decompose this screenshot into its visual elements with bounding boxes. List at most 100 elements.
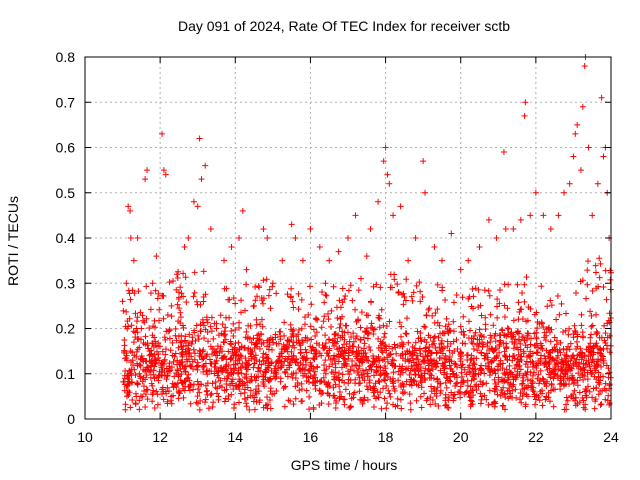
data-point xyxy=(449,370,456,377)
data-point xyxy=(152,342,159,349)
data-point xyxy=(395,289,402,296)
data-point xyxy=(132,310,139,317)
data-point xyxy=(281,403,288,410)
data-point xyxy=(342,386,349,393)
data-point xyxy=(294,379,301,386)
data-point xyxy=(245,362,252,369)
data-point xyxy=(597,388,604,395)
data-point xyxy=(537,388,544,395)
data-point xyxy=(457,323,464,330)
data-point xyxy=(154,401,161,408)
data-point xyxy=(392,344,399,351)
data-point xyxy=(539,402,546,409)
data-point xyxy=(212,384,219,391)
data-point xyxy=(289,328,296,335)
data-point xyxy=(367,362,374,369)
data-point xyxy=(190,386,197,393)
data-point xyxy=(223,361,230,368)
data-point xyxy=(469,340,476,347)
data-point xyxy=(378,306,385,313)
data-point xyxy=(312,374,319,381)
data-point xyxy=(384,358,391,365)
data-point xyxy=(422,189,429,196)
data-point xyxy=(584,376,591,383)
data-point xyxy=(386,390,393,397)
data-point xyxy=(353,333,360,340)
data-point xyxy=(370,355,377,362)
data-point xyxy=(504,357,511,364)
data-point xyxy=(136,406,143,413)
data-point xyxy=(412,235,419,241)
data-point xyxy=(402,351,409,358)
data-point xyxy=(563,394,570,401)
data-point xyxy=(320,318,327,325)
data-point xyxy=(479,343,486,350)
data-point xyxy=(339,285,346,292)
data-point xyxy=(533,329,540,336)
data-point xyxy=(333,304,340,311)
data-point xyxy=(243,266,250,273)
data-point xyxy=(243,328,250,335)
data-point xyxy=(204,391,211,398)
data-point xyxy=(341,350,348,357)
data-point xyxy=(228,244,235,251)
data-point xyxy=(203,316,210,323)
data-point xyxy=(529,386,536,393)
data-point xyxy=(450,371,457,378)
data-point xyxy=(232,326,239,333)
data-point xyxy=(414,328,421,335)
data-point xyxy=(348,333,355,340)
data-point xyxy=(236,235,243,241)
data-point xyxy=(575,370,582,377)
data-point xyxy=(570,360,577,367)
data-point xyxy=(173,337,180,344)
data-point xyxy=(364,357,371,364)
data-point xyxy=(571,387,578,394)
data-point xyxy=(123,383,130,390)
data-point xyxy=(434,281,441,288)
data-point xyxy=(413,362,420,369)
data-point xyxy=(148,380,155,387)
data-point xyxy=(450,328,457,335)
data-point xyxy=(135,288,142,295)
data-point xyxy=(521,281,528,288)
data-point xyxy=(273,373,280,380)
data-point xyxy=(406,391,413,398)
data-point xyxy=(576,351,583,358)
data-point xyxy=(377,364,384,371)
data-point xyxy=(408,363,415,370)
data-point xyxy=(221,328,228,335)
data-point xyxy=(553,360,560,367)
data-point xyxy=(572,402,579,409)
data-point xyxy=(434,360,441,367)
data-point xyxy=(286,362,293,369)
data-point xyxy=(558,300,565,307)
y-tick-label: 0.7 xyxy=(56,94,76,110)
data-point xyxy=(325,352,332,359)
data-point xyxy=(263,402,270,409)
data-point xyxy=(400,290,407,297)
data-point xyxy=(195,336,202,343)
data-point xyxy=(586,388,593,395)
data-point xyxy=(562,370,569,377)
data-point xyxy=(355,344,362,351)
data-point xyxy=(230,295,237,302)
data-point xyxy=(582,392,589,399)
data-point xyxy=(122,323,129,330)
data-point xyxy=(592,262,599,269)
data-point xyxy=(551,346,558,353)
data-point xyxy=(170,277,177,284)
data-point xyxy=(170,358,177,365)
data-point xyxy=(299,339,306,346)
data-point xyxy=(138,356,145,363)
data-point xyxy=(260,225,267,232)
data-point xyxy=(544,303,551,310)
data-point xyxy=(397,396,404,403)
data-point xyxy=(428,349,435,356)
y-tick-label: 0.3 xyxy=(56,275,76,291)
data-point xyxy=(160,167,167,174)
data-point xyxy=(354,369,361,376)
data-point xyxy=(587,334,594,341)
data-point xyxy=(180,343,187,350)
data-point xyxy=(223,314,230,321)
